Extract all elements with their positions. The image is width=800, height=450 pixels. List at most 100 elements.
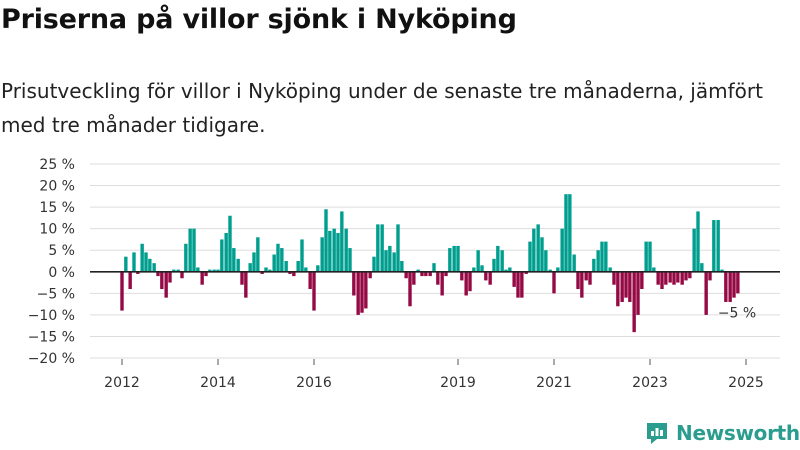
bar [528,241,532,272]
bar [228,215,232,272]
bar [580,271,584,298]
bar [320,237,324,272]
bar [296,261,300,272]
bar [316,265,320,272]
bar [300,239,304,272]
bar [688,271,692,279]
bar [456,245,460,272]
bar [680,271,684,285]
bar [408,271,412,307]
bar [516,271,520,298]
bar [256,237,260,272]
bar [276,243,280,272]
bar [340,211,344,272]
bar [352,271,356,296]
bar [464,271,468,296]
bar [208,269,212,272]
bar [644,241,648,272]
bar [204,271,208,277]
bar [148,258,152,272]
bar [160,271,164,290]
bar [284,261,288,272]
bar [124,256,128,272]
bar [232,248,236,272]
bar [728,271,732,302]
x-tick-label: 2019 [440,375,476,391]
y-tick-label: −20 % [28,351,75,367]
bar [716,220,720,272]
bar [244,271,248,298]
bar [372,256,376,272]
newsworthy-logo-icon [647,423,667,444]
bar [336,232,340,272]
bar [328,230,332,272]
bar [304,267,308,272]
bar [724,271,728,302]
bar [460,271,464,281]
bar [268,269,272,272]
bar [560,228,564,272]
chart-subtitle: Prisutveckling för villor i Nyköping und… [1,79,763,137]
bar [380,224,384,272]
bar [496,245,500,272]
bar [404,271,408,279]
bar [664,271,668,285]
bar [512,271,516,287]
bar [324,209,328,272]
bar [504,269,508,272]
bar [696,211,700,272]
bar [684,271,688,281]
bar [632,271,636,333]
bar [596,250,600,272]
bar [144,252,148,272]
bar [628,271,632,302]
bar [568,194,572,272]
bar [368,271,372,279]
bar [360,271,364,313]
bar [520,271,524,298]
bar [184,243,188,272]
bar [224,232,228,272]
bar [620,271,624,302]
grid-lines [90,163,780,359]
y-tick-label: 25 % [39,157,75,173]
bar [240,271,244,285]
bar [672,271,676,285]
bar [364,271,368,309]
bar [344,228,348,272]
bar [616,271,620,307]
bar [468,271,472,292]
bar [420,271,424,277]
bar [556,267,560,272]
bar [652,267,656,272]
bar [636,271,640,315]
bar [348,248,352,272]
bar [172,269,176,272]
bars [120,194,740,333]
bar [332,228,336,272]
bar [600,241,604,272]
bar [524,271,528,274]
bar [500,250,504,272]
y-tick-label: −15 % [28,329,75,345]
bar [604,241,608,272]
bar [540,237,544,272]
bar [548,269,552,272]
bar [312,271,316,311]
y-tick-label: 15 % [39,200,75,216]
bar [448,248,452,272]
y-tick-label: 5 % [48,243,75,259]
x-tick-label: 2021 [536,375,572,391]
y-tick-label: 0 % [48,265,75,281]
x-axis-labels: 2012 2014 2016 2019 2021 2023 2025 [104,359,764,391]
bar [168,271,172,283]
bar [648,241,652,272]
bar [424,271,428,277]
bar [152,263,156,272]
bar [660,271,664,290]
bar [608,267,612,272]
bar [700,263,704,272]
bar [236,258,240,272]
last-value-label: −5 % [718,305,756,321]
